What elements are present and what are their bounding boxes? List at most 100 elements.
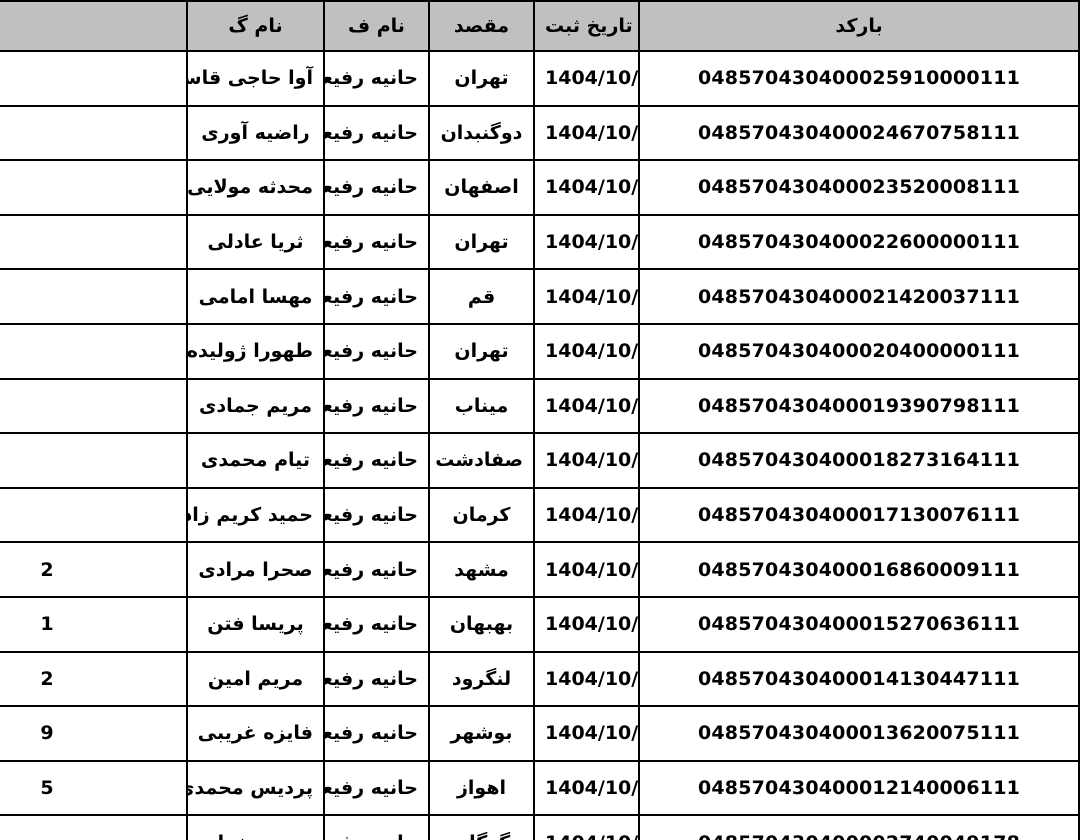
table-row[interactable]: 0485704304000182731641111404/10/28صفادشت… <box>0 432 1080 489</box>
cell-barcode: 048570430400018273164111 <box>638 432 1080 489</box>
cell-full-name: پردیس محمدی <box>186 759 325 817</box>
cell-date: 1404/10/28 <box>533 814 640 840</box>
header-row: بارکد تاریخ ثبت مقصد نام ف نام گ <box>0 0 1080 52</box>
cell-destination: تهران <box>428 50 535 107</box>
cell-code: 5 <box>0 759 188 817</box>
cell-date: 1404/10/28 <box>533 705 640 762</box>
table-row[interactable]: 0485704304000171300761111404/10/28کرمانح… <box>0 486 1080 544</box>
cell-full-name: طهورا ژولیده <box>186 322 325 380</box>
cell-full-name: حمید کریم زاده <box>186 486 325 544</box>
cell-first-name: حانیه رفیعی <box>323 104 430 162</box>
cell-date: 1404/10/28 <box>533 759 640 817</box>
cell-barcode: 048570430400022600000111 <box>638 213 1080 271</box>
cell-full-name: ثریا عادلی <box>186 213 325 271</box>
cell-code <box>0 104 188 162</box>
cell-code: 2 <box>0 650 188 708</box>
cell-first-name: حانیه رفیعی <box>323 595 430 653</box>
cell-barcode: 048570430400023520008111 <box>638 159 1080 216</box>
table-row[interactable]: 0485704304000141304471111404/10/28لنگرود… <box>0 650 1080 708</box>
cell-full-name: مهسا امامی <box>186 268 325 325</box>
table-row[interactable]: 0485704304000027400491781404/10/28گرگانح… <box>0 814 1080 840</box>
cell-full-name: مریم جمادی <box>186 377 325 435</box>
cell-first-name: حانیه رفیعی <box>323 159 430 216</box>
cell-barcode: 048570430400012140006111 <box>638 759 1080 817</box>
cell-barcode: 048570430400021420037111 <box>638 268 1080 325</box>
cell-date: 1404/10/28 <box>533 377 640 435</box>
cell-first-name: حانیه رفیعی <box>323 541 430 598</box>
table-row[interactable]: 0485704304000204000001111404/10/28تهرانح… <box>0 322 1080 380</box>
cell-barcode: 048570430400017130076111 <box>638 486 1080 544</box>
cell-destination: لنگرود <box>428 650 535 708</box>
cell-full-name: پریسا فتن <box>186 595 325 653</box>
cell-date: 1404/10/28 <box>533 159 640 216</box>
cell-date: 1404/10/28 <box>533 650 640 708</box>
cell-date: 1404/10/28 <box>533 50 640 107</box>
table-row[interactable]: 0485704304000168600091111404/10/28مشهدحا… <box>0 541 1080 598</box>
column-header-date[interactable]: تاریخ ثبت <box>533 0 640 52</box>
table-row[interactable]: 0485704304000193907981111404/10/28مینابح… <box>0 377 1080 435</box>
column-header-code[interactable] <box>0 0 188 52</box>
table-row[interactable]: 0485704304000121400061111404/10/28اهوازح… <box>0 759 1080 817</box>
cell-destination: بهبهان <box>428 595 535 653</box>
cell-full-name: محدثه مولایی <box>186 159 325 216</box>
cell-first-name: حانیه رفیعی <box>323 213 430 271</box>
cell-first-name: حانیه رفیعی <box>323 377 430 435</box>
cell-destination: مشهد <box>428 541 535 598</box>
cell-first-name: حانیه رفیعی <box>323 759 430 817</box>
cell-destination: کرمان <box>428 486 535 544</box>
cell-date: 1404/10/28 <box>533 486 640 544</box>
table-row[interactable]: 0485704304000152706361111404/10/28بهبهان… <box>0 595 1080 653</box>
cell-date: 1404/10/28 <box>533 595 640 653</box>
cell-barcode: 048570430400016860009111 <box>638 541 1080 598</box>
cell-barcode: 048570430400014130447111 <box>638 650 1080 708</box>
cell-date: 1404/10/28 <box>533 322 640 380</box>
cell-full-name: تیام محمدی <box>186 432 325 489</box>
cell-first-name: حانیه رفیعی <box>323 268 430 325</box>
cell-date: 1404/10/28 <box>533 213 640 271</box>
cell-first-name: حانیه رفیعی <box>323 322 430 380</box>
cell-code <box>0 159 188 216</box>
cell-barcode: 048570430400020400000111 <box>638 322 1080 380</box>
cell-first-name: حانیه رفیعی <box>323 486 430 544</box>
cell-code <box>0 432 188 489</box>
table-row[interactable]: 0485704304000214200371111404/10/28قمحانی… <box>0 268 1080 325</box>
cell-full-name: رحیمه خواجوی <box>186 814 325 840</box>
cell-code <box>0 268 188 325</box>
cell-full-name: فایزه غریبی <box>186 705 325 762</box>
cell-first-name: حانیه رفیعی <box>323 432 430 489</box>
cell-code <box>0 322 188 380</box>
cell-code <box>0 213 188 271</box>
cell-barcode: 048570430400002740049178 <box>638 814 1080 840</box>
cell-date: 1404/10/28 <box>533 432 640 489</box>
cell-destination: اصفهان <box>428 159 535 216</box>
cell-full-name: راضیه آوری <box>186 104 325 162</box>
cell-barcode: 048570430400019390798111 <box>638 377 1080 435</box>
cell-code <box>0 486 188 544</box>
table-row[interactable]: 0485704304000235200081111404/10/28اصفهان… <box>0 159 1080 216</box>
cell-destination: صفادشت <box>428 432 535 489</box>
table-row[interactable]: 0485704304000259100001111404/10/28تهرانح… <box>0 50 1080 107</box>
column-header-full-name[interactable]: نام گ <box>186 0 325 52</box>
table-row[interactable]: 0485704304000246707581111404/10/28دوگنبد… <box>0 104 1080 162</box>
column-header-first-name[interactable]: نام ف <box>323 0 430 52</box>
cell-destination: قم <box>428 268 535 325</box>
cell-barcode: 048570430400024670758111 <box>638 104 1080 162</box>
table-row[interactable]: 0485704304000136200751111404/10/28بوشهرح… <box>0 705 1080 762</box>
cell-barcode: 048570430400025910000111 <box>638 50 1080 107</box>
cell-destination: گرگان <box>428 814 535 840</box>
cell-code: 2 <box>0 541 188 598</box>
table-row[interactable]: 0485704304000226000001111404/10/28تهرانح… <box>0 213 1080 271</box>
cell-date: 1404/10/28 <box>533 104 640 162</box>
cell-destination: میناب <box>428 377 535 435</box>
cell-first-name: حانیه رفیعی <box>323 814 430 840</box>
cell-full-name: مریم امین <box>186 650 325 708</box>
column-header-barcode[interactable]: بارکد <box>638 0 1080 52</box>
cell-code: 1 <box>0 595 188 653</box>
cell-date: 1404/10/28 <box>533 541 640 598</box>
table-body: 0485704304000259100001111404/10/28تهرانح… <box>0 50 1080 840</box>
column-header-destination[interactable]: مقصد <box>428 0 535 52</box>
cell-full-name: آوا حاجی قاسمی <box>186 50 325 107</box>
cell-code: 9 <box>0 705 188 762</box>
